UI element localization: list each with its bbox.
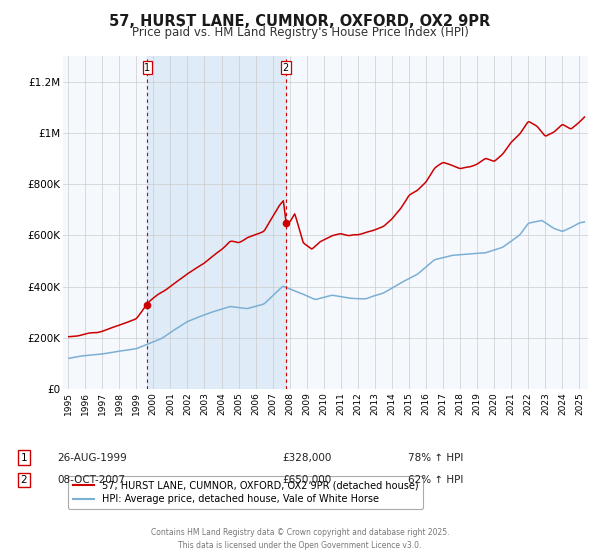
Text: Contains HM Land Registry data © Crown copyright and database right 2025.
This d: Contains HM Land Registry data © Crown c… [151,529,449,550]
Text: 62% ↑ HPI: 62% ↑ HPI [408,475,463,485]
Text: 2: 2 [20,475,28,485]
Text: Price paid vs. HM Land Registry's House Price Index (HPI): Price paid vs. HM Land Registry's House … [131,26,469,39]
Text: 1: 1 [145,63,151,73]
Text: £650,000: £650,000 [282,475,331,485]
Text: 78% ↑ HPI: 78% ↑ HPI [408,452,463,463]
Text: 08-OCT-2007: 08-OCT-2007 [57,475,125,485]
Text: £328,000: £328,000 [282,452,331,463]
Text: 1: 1 [20,452,28,463]
Text: 57, HURST LANE, CUMNOR, OXFORD, OX2 9PR: 57, HURST LANE, CUMNOR, OXFORD, OX2 9PR [109,14,491,29]
Legend: 57, HURST LANE, CUMNOR, OXFORD, OX2 9PR (detached house), HPI: Average price, de: 57, HURST LANE, CUMNOR, OXFORD, OX2 9PR … [68,475,424,509]
Text: 2: 2 [283,63,289,73]
Text: 26-AUG-1999: 26-AUG-1999 [57,452,127,463]
Bar [148,56,286,389]
